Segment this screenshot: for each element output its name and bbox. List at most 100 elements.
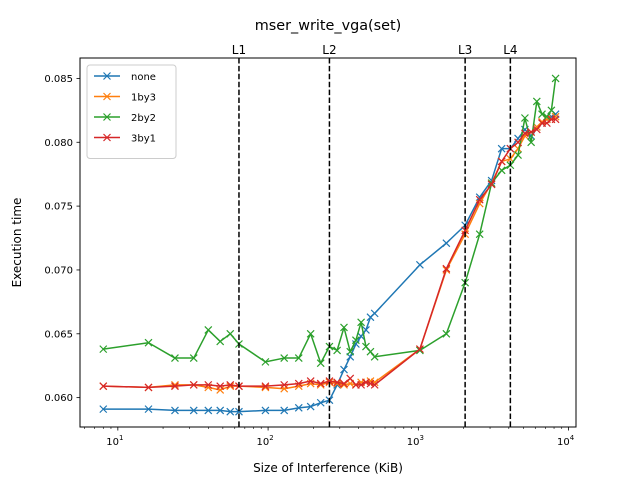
data-point-3by1 bbox=[487, 180, 496, 189]
data-point-3by1 bbox=[144, 383, 153, 392]
y-tick-label: 0.060 bbox=[44, 393, 73, 404]
data-point-none bbox=[99, 405, 108, 414]
data-point-none bbox=[497, 144, 506, 153]
data-point-3by1 bbox=[415, 345, 424, 354]
x-axis-label: Size of Interference (KiB) bbox=[253, 461, 403, 475]
plot-frame bbox=[79, 57, 577, 428]
data-point-2by2 bbox=[204, 326, 213, 334]
y-tick-label: 0.070 bbox=[44, 265, 73, 276]
data-point-3by1 bbox=[99, 382, 108, 391]
x-tick-label: 101 bbox=[106, 434, 123, 448]
data-point-3by1 bbox=[475, 195, 484, 204]
data-point-2by2 bbox=[370, 352, 379, 361]
data-point-3by1 bbox=[316, 379, 325, 388]
data-point-none bbox=[370, 309, 379, 318]
data-point-2by2 bbox=[261, 357, 270, 366]
data-point-2by2 bbox=[547, 106, 556, 115]
data-point-2by2 bbox=[351, 336, 360, 345]
data-point-3by1 bbox=[189, 380, 198, 389]
y-tick-label: 0.065 bbox=[44, 329, 73, 340]
legend-marker-1by3 bbox=[103, 92, 111, 101]
data-point-none bbox=[226, 407, 235, 416]
data-point-2by2 bbox=[99, 345, 108, 354]
data-point-2by2 bbox=[442, 329, 451, 338]
data-point-3by1 bbox=[333, 378, 342, 387]
data-point-none bbox=[171, 406, 179, 415]
y-axis-label: Execution time bbox=[10, 198, 24, 288]
data-point-3by1 bbox=[362, 378, 370, 387]
data-point-3by1 bbox=[294, 379, 303, 388]
data-point-none bbox=[294, 403, 303, 412]
data-point-2by2 bbox=[189, 354, 198, 362]
data-point-3by1 bbox=[325, 377, 334, 385]
data-point-3by1 bbox=[520, 129, 529, 138]
data-point-3by1 bbox=[461, 226, 470, 235]
data-point-3by1 bbox=[532, 125, 541, 134]
x-tick-label: 102 bbox=[256, 434, 273, 448]
y-tick-label: 0.080 bbox=[44, 138, 73, 149]
data-point-3by1 bbox=[346, 374, 355, 383]
data-point-none bbox=[144, 405, 153, 414]
x-tick-label: 104 bbox=[557, 434, 575, 448]
cache-label-l3: L3 bbox=[458, 43, 472, 57]
data-point-2by2 bbox=[306, 329, 315, 338]
data-point-3by1 bbox=[340, 379, 348, 388]
data-point-2by2 bbox=[538, 110, 546, 119]
series-3by1 bbox=[99, 115, 560, 392]
legend: none 1by3 2by2 3by1 bbox=[86, 64, 177, 159]
data-point-1by3 bbox=[171, 380, 179, 389]
data-point-1by3 bbox=[261, 383, 270, 392]
y-tick-label: 0.075 bbox=[44, 202, 73, 213]
data-point-2by2 bbox=[542, 112, 551, 121]
data-point-3by1 bbox=[514, 138, 522, 147]
data-point-2by2 bbox=[294, 354, 303, 362]
data-point-none bbox=[204, 406, 213, 415]
data-point-3by1 bbox=[527, 128, 536, 136]
data-point-3by1 bbox=[226, 380, 235, 389]
data-point-3by1 bbox=[171, 382, 179, 391]
data-point-2by2 bbox=[333, 346, 342, 355]
data-point-2by2 bbox=[551, 74, 560, 83]
data-point-2by2 bbox=[366, 347, 375, 356]
legend-marker-3by1 bbox=[103, 133, 111, 142]
data-point-2by2 bbox=[216, 337, 225, 346]
data-point-none bbox=[189, 406, 198, 415]
legend-marker-none bbox=[103, 72, 111, 80]
data-point-3by1 bbox=[551, 115, 560, 124]
data-point-3by1 bbox=[261, 382, 270, 391]
data-point-2by2 bbox=[357, 318, 366, 327]
data-point-3by1 bbox=[370, 380, 379, 389]
data-point-2by2 bbox=[520, 114, 529, 122]
data-point-2by2 bbox=[316, 359, 325, 368]
data-point-none bbox=[442, 239, 451, 248]
data-point-3by1 bbox=[497, 157, 506, 166]
data-point-3by1 bbox=[204, 380, 213, 389]
data-point-none bbox=[316, 398, 325, 407]
data-point-1by3 bbox=[226, 382, 235, 391]
data-point-2by2 bbox=[171, 354, 179, 362]
data-point-2by2 bbox=[527, 138, 536, 147]
data-point-2by2 bbox=[514, 151, 522, 159]
data-point-3by1 bbox=[357, 380, 366, 389]
cache-label-l4: L4 bbox=[503, 43, 517, 57]
data-point-3by1 bbox=[306, 377, 315, 385]
data-point-none bbox=[235, 407, 243, 416]
data-point-3by1 bbox=[442, 264, 451, 273]
data-point-none bbox=[216, 406, 225, 415]
data-point-none bbox=[280, 406, 289, 415]
data-point-none bbox=[340, 365, 348, 374]
cache-label-l1: L1 bbox=[232, 43, 246, 57]
x-tick-label: 103 bbox=[407, 434, 424, 448]
data-point-2by2 bbox=[340, 323, 348, 332]
legend-label-2by2: 2by2 bbox=[131, 113, 156, 124]
axis-ticks: 101 102 103 104 0.060 0.065 0.070 0.075 0.080 0.0… bbox=[44, 74, 574, 448]
data-point-2by2 bbox=[346, 347, 355, 356]
chart-title: mser_write_vga(set) bbox=[255, 18, 402, 34]
data-point-none bbox=[261, 406, 270, 415]
data-point-none bbox=[415, 260, 424, 269]
data-point-2by2 bbox=[226, 329, 235, 338]
data-point-none bbox=[306, 402, 315, 411]
plot-area: L1 L2 L3 L4 bbox=[99, 43, 560, 427]
data-point-2by2 bbox=[532, 97, 541, 106]
